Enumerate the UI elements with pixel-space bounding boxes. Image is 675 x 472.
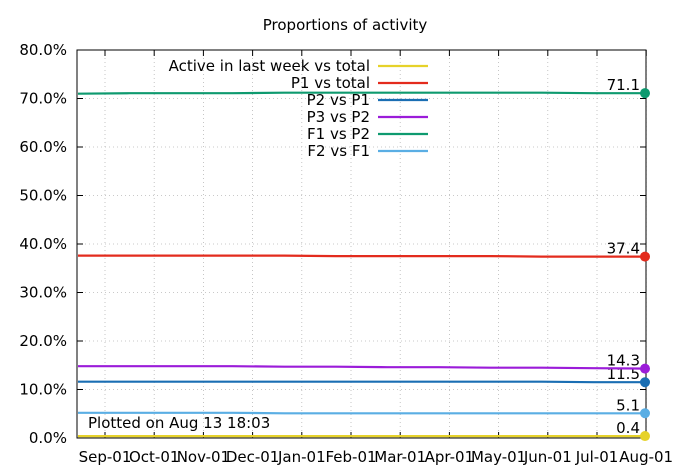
y-tick-label: 0.0% — [29, 429, 67, 447]
y-axis: 0.0% 10.0% 20.0% 30.0% 40.0% 50.0% 60.0% 70.0% 8… — [19, 41, 646, 447]
chart-title: Proportions of activity — [263, 16, 428, 34]
series-line — [78, 411, 645, 415]
y-tick-label: 50.0% — [19, 187, 67, 205]
series-line — [78, 380, 645, 384]
series-end-marker — [640, 88, 650, 99]
y-tick-label: 80.0% — [19, 41, 67, 59]
x-tick-label: Nov-01 — [177, 448, 230, 466]
y-tick-label: 60.0% — [19, 138, 67, 156]
x-tick-label: Feb-01 — [325, 448, 376, 466]
x-tick-label: Oct-01 — [129, 448, 179, 466]
legend-label: P2 vs P1 — [307, 91, 370, 109]
x-tick-label: Aug-01 — [619, 448, 673, 466]
series-end-label: 5.1 — [616, 396, 640, 414]
series-line — [78, 254, 645, 258]
x-tick-label: Jul-01 — [575, 448, 619, 466]
plotted-on-annotation: Plotted on Aug 13 18:03 — [88, 414, 270, 432]
legend-label: F2 vs F1 — [307, 142, 370, 160]
series-end-label: 0.4 — [616, 419, 640, 437]
y-tick-label: 70.0% — [19, 90, 67, 108]
y-tick-label: 10.0% — [19, 381, 67, 399]
x-tick-label: Dec-01 — [226, 448, 280, 466]
series-line — [77, 91, 645, 95]
series-end-marker — [640, 431, 650, 442]
y-tick-label: 30.0% — [19, 284, 67, 302]
series-end-label: 71.1 — [607, 76, 640, 94]
series-end-marker — [640, 251, 650, 262]
series-end-marker — [640, 408, 650, 419]
x-tick-label: Sep-01 — [79, 448, 132, 466]
series-end-label: 14.3 — [607, 352, 640, 370]
x-tick-label: Mar-01 — [374, 448, 426, 466]
series-end-marker — [640, 377, 650, 388]
legend-label: P1 vs total — [291, 74, 370, 92]
series-end-label: 37.4 — [607, 240, 640, 258]
series-end-marker — [640, 363, 650, 374]
x-tick-label: Jan-01 — [277, 448, 326, 466]
series-end-label: 11.5 — [607, 365, 640, 383]
y-tick-label: 40.0% — [19, 235, 67, 253]
legend-label: P3 vs P2 — [307, 108, 370, 126]
series-line — [78, 365, 646, 370]
legend-label: Active in last week vs total — [169, 57, 370, 75]
series-group: 0.4 37.4 11.514.3 71.1 5.1 — [77, 76, 650, 442]
x-tick-label: May-01 — [471, 448, 526, 466]
legend-label: F1 vs P2 — [307, 125, 370, 143]
y-tick-label: 20.0% — [19, 332, 67, 350]
x-tick-label: Apr-01 — [425, 448, 475, 466]
x-tick-label: Jun-01 — [523, 448, 572, 466]
